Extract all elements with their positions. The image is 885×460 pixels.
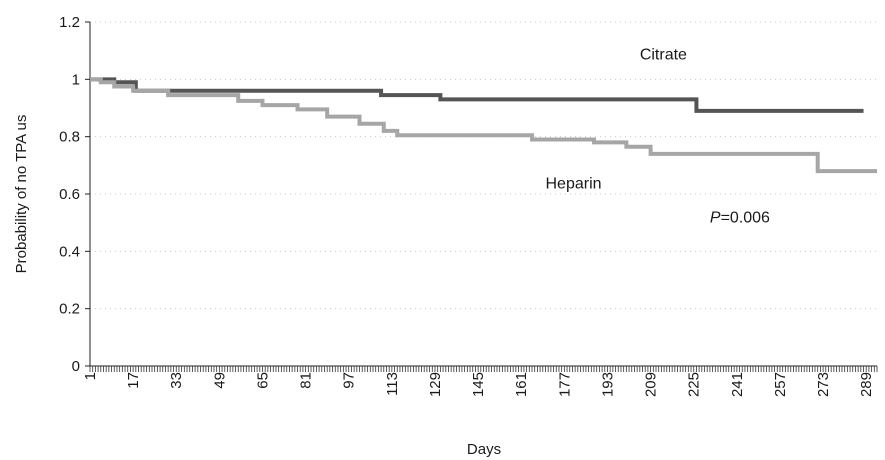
x-tick-label: 17 bbox=[125, 372, 142, 389]
series-layer bbox=[90, 77, 877, 174]
x-tick-label: 273 bbox=[815, 372, 832, 397]
x-tick-label: 193 bbox=[599, 372, 616, 397]
x-tick-label: 241 bbox=[729, 372, 746, 397]
x-tick-label: 225 bbox=[686, 372, 703, 397]
x-tick-label: 81 bbox=[298, 372, 315, 389]
x-tick-label: 129 bbox=[427, 372, 444, 397]
x-minor-ticks bbox=[89, 366, 878, 372]
x-tick-label: 113 bbox=[384, 372, 401, 396]
y-tick-label: 0 bbox=[72, 358, 80, 375]
x-tick-labels: 1 17 33 49 65 81 97 113 129 145 161 177 193 209 225 241… bbox=[82, 372, 875, 397]
x-tick-label: 177 bbox=[556, 372, 573, 397]
y-tick-label: 0.8 bbox=[59, 129, 80, 146]
x-axis-title: Days bbox=[467, 441, 501, 458]
x-tick-label: 145 bbox=[470, 372, 487, 397]
y-tick-label: 1.2 bbox=[59, 14, 80, 31]
x-tick-label: 49 bbox=[211, 372, 228, 389]
p-value-number: =0.006 bbox=[721, 210, 770, 227]
p-value-annotation: P=0.006 bbox=[710, 210, 770, 227]
y-tick-label: 1 bbox=[72, 71, 80, 88]
x-tick-label: 209 bbox=[643, 372, 660, 397]
x-tick-label: 161 bbox=[513, 372, 530, 397]
x-tick-label: 257 bbox=[772, 372, 789, 397]
x-tick-label: 33 bbox=[168, 372, 185, 389]
x-tick-label: 65 bbox=[254, 372, 271, 389]
y-axis-title: Probability of no TPA us bbox=[13, 115, 30, 274]
p-value-symbol: P bbox=[710, 210, 721, 227]
grid-layer bbox=[90, 21, 877, 310]
y-tick-label: 0.6 bbox=[59, 186, 80, 203]
x-tick-label: 97 bbox=[341, 372, 358, 389]
series-heparin-line bbox=[90, 77, 877, 174]
axis-layer bbox=[89, 22, 877, 367]
y-tick-label: 0.4 bbox=[59, 243, 80, 260]
heparin-annotation: Heparin bbox=[545, 175, 601, 192]
x-tick-label: 289 bbox=[858, 372, 875, 397]
citrate-annotation: Citrate bbox=[640, 46, 687, 63]
x-day-ticks bbox=[89, 366, 878, 372]
x-tick-label: 1 bbox=[82, 372, 99, 380]
y-tick-label: 0.2 bbox=[59, 301, 80, 318]
y-tick-labels: 0 0.2 0.4 0.6 0.8 1 1.2 bbox=[59, 14, 90, 375]
